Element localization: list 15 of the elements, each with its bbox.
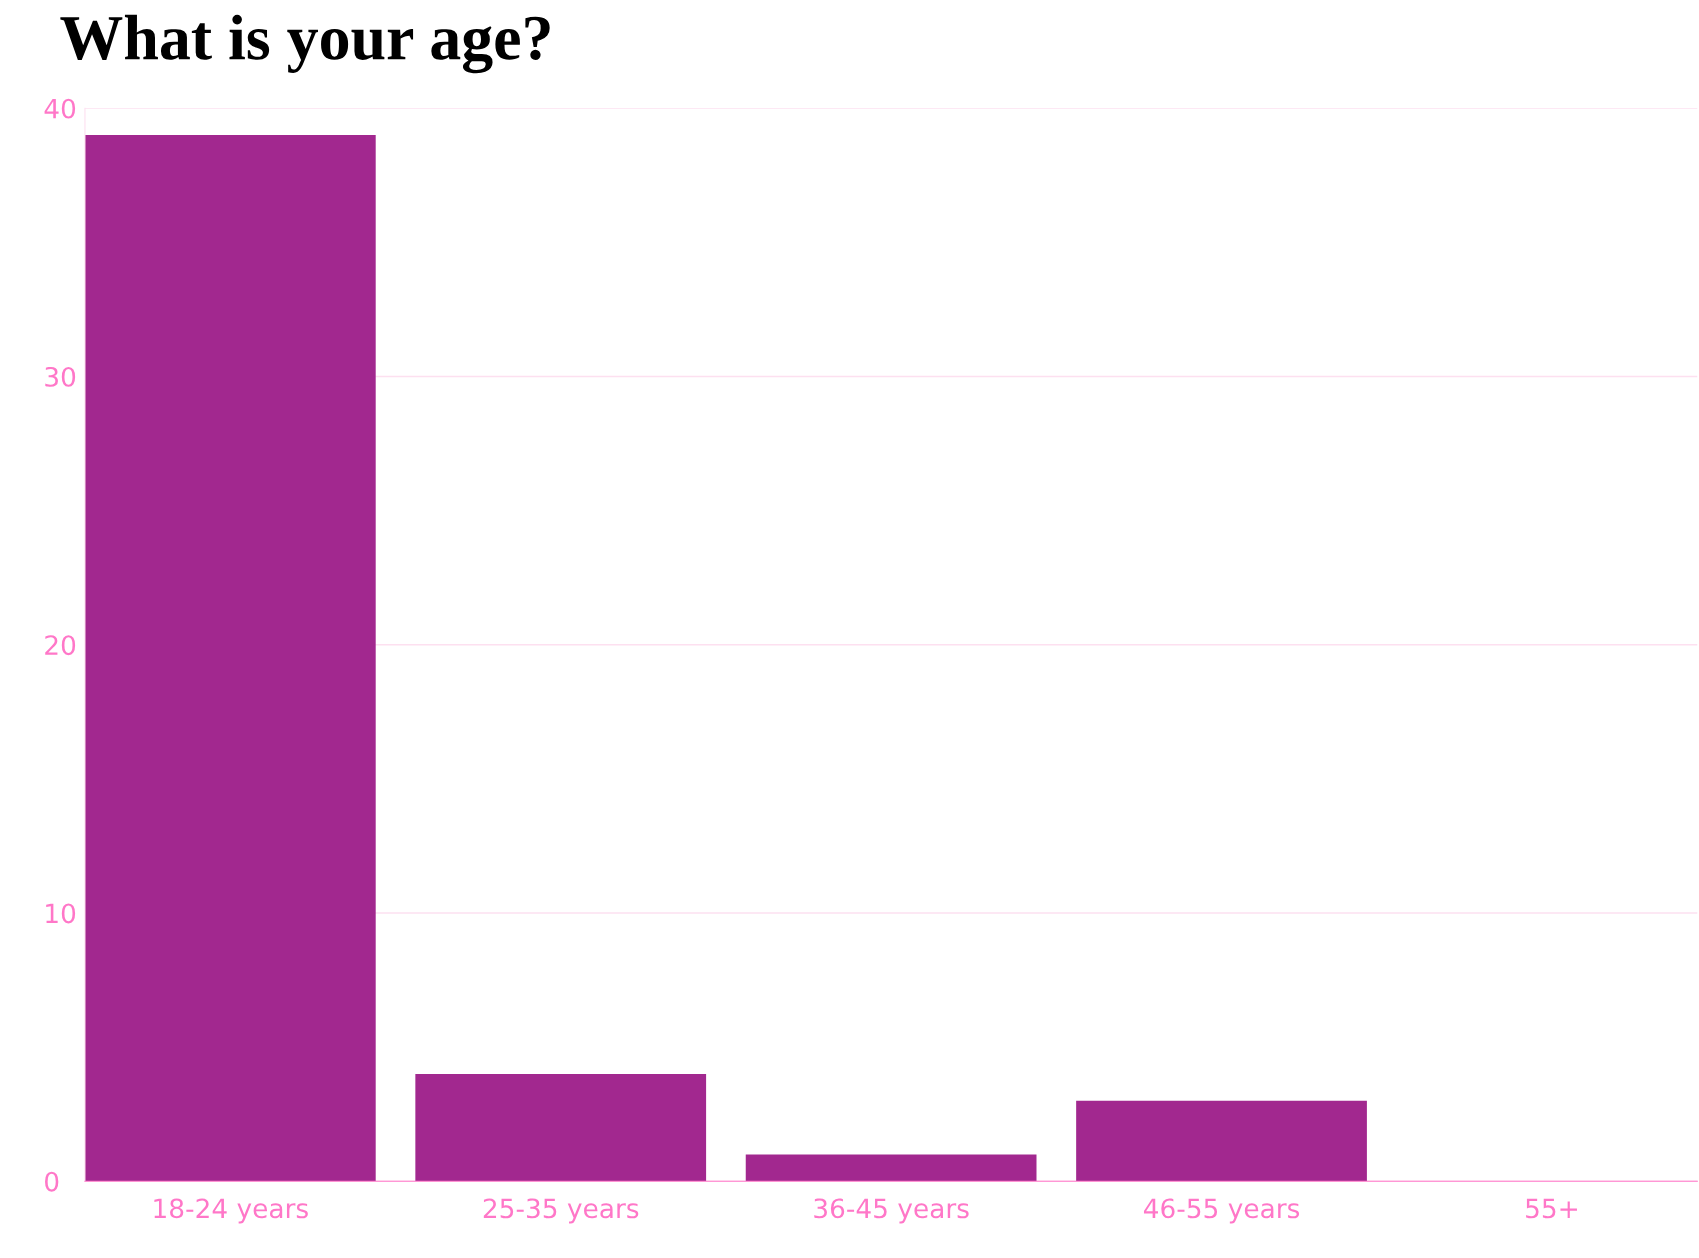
chart-title: What is your age? xyxy=(60,14,550,74)
x-tick-label: 55+ xyxy=(1526,1198,1577,1219)
y-tick-label: 30 xyxy=(45,366,76,387)
x-tick-label: 36-45 years xyxy=(814,1198,969,1224)
y-tick-label: 10 xyxy=(46,903,76,924)
y-tick-label: 20 xyxy=(45,635,76,656)
bar xyxy=(1076,1100,1367,1182)
bar xyxy=(84,135,376,1182)
x-tick-label: 46-55 years xyxy=(1143,1198,1300,1224)
x-tick-label: 18-24 years xyxy=(154,1198,308,1224)
y-tick-label: 40 xyxy=(44,98,76,119)
x-tick-label: 25-35 years xyxy=(483,1198,639,1224)
y-tick-label: 0 xyxy=(45,1171,59,1192)
bar xyxy=(415,1073,707,1182)
bar xyxy=(745,1154,1037,1182)
